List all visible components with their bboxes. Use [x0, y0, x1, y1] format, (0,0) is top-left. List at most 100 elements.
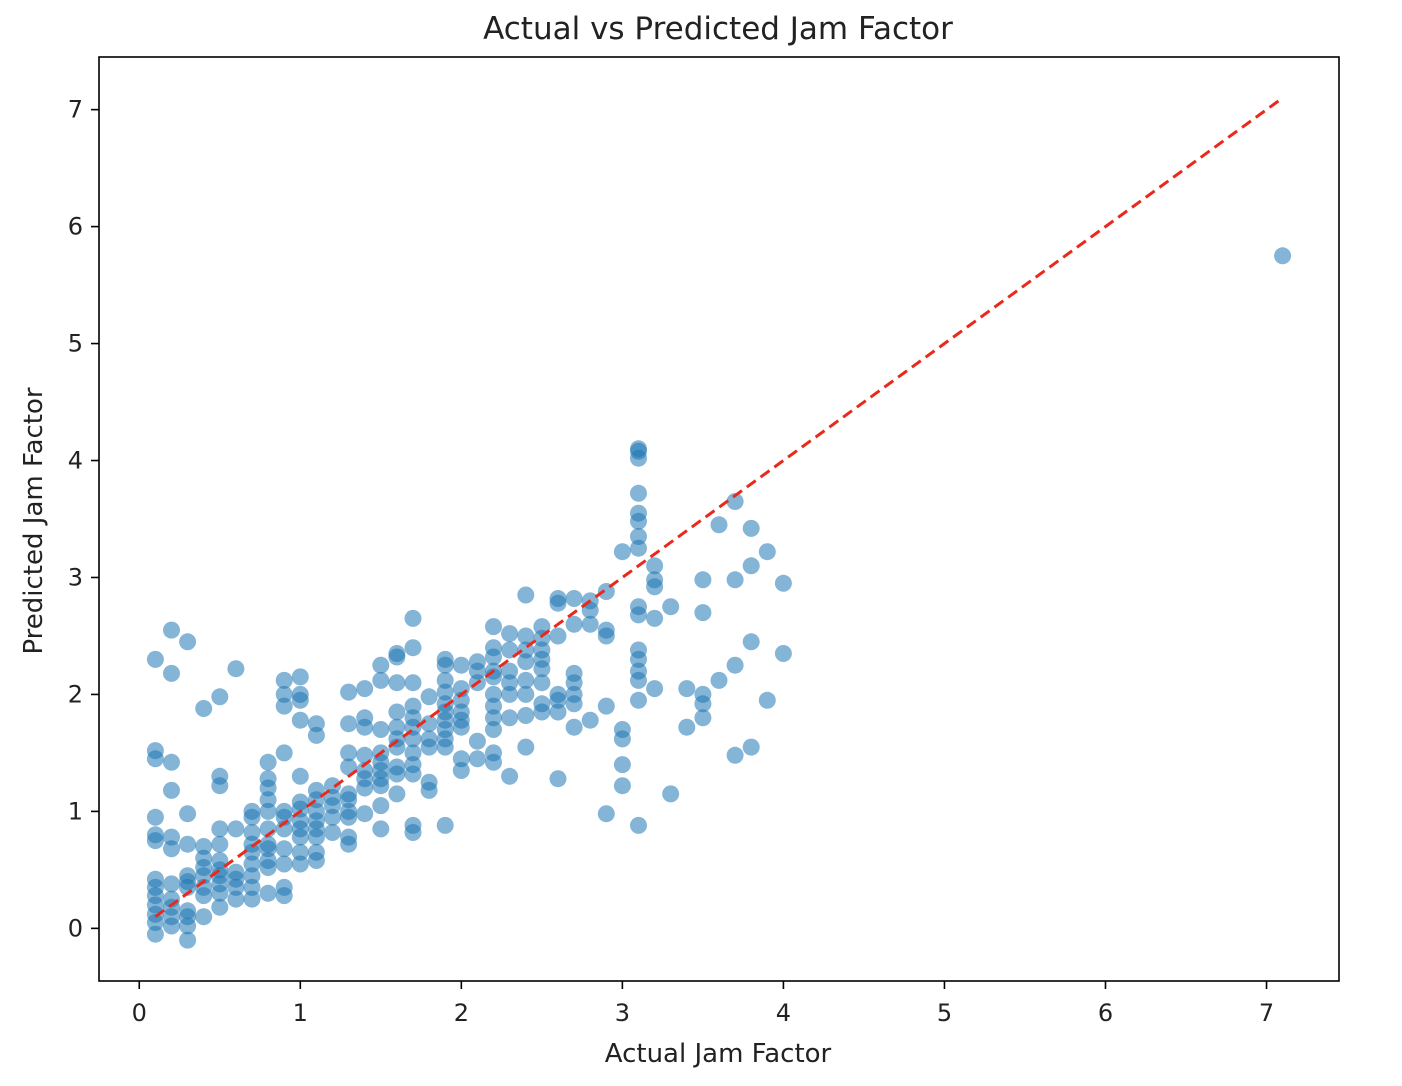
data-point — [597, 697, 615, 715]
data-point — [485, 709, 502, 727]
data-point — [533, 695, 551, 713]
data-point — [146, 742, 164, 760]
data-point — [163, 828, 180, 846]
data-point — [630, 539, 647, 557]
y-tick-label: 6 — [68, 213, 83, 241]
y-tick-label: 1 — [68, 797, 83, 825]
data-point — [565, 664, 583, 682]
data-point — [501, 685, 519, 703]
data-point — [307, 726, 325, 744]
data-point — [613, 777, 631, 795]
data-point — [436, 816, 454, 834]
data-point — [630, 528, 647, 545]
data-point — [211, 767, 229, 785]
data-point — [517, 738, 535, 756]
data-point — [179, 805, 197, 823]
data-point — [291, 767, 309, 785]
data-point — [227, 660, 245, 678]
data-point — [356, 709, 374, 727]
y-tick-label: 2 — [68, 680, 83, 708]
data-point — [372, 820, 390, 838]
data-point — [436, 695, 454, 713]
x-tick-label: 5 — [937, 999, 952, 1027]
y-tick-label: 3 — [68, 563, 83, 591]
data-point — [324, 824, 341, 841]
data-point — [501, 767, 519, 785]
data-point — [275, 671, 293, 689]
data-point — [630, 598, 647, 616]
data-point — [468, 732, 486, 750]
data-point — [163, 781, 180, 799]
data-point — [388, 645, 406, 662]
data-point — [356, 746, 374, 764]
data-point — [163, 664, 180, 682]
data-point — [195, 700, 213, 717]
data-point — [211, 688, 229, 706]
data-point — [468, 750, 486, 768]
data-point — [710, 671, 728, 689]
data-point — [259, 852, 277, 869]
data-point — [388, 758, 406, 776]
data-point — [501, 625, 519, 643]
data-point — [340, 802, 358, 820]
data-point — [227, 890, 245, 908]
data-point — [694, 709, 712, 727]
data-point — [291, 812, 309, 830]
data-point — [549, 627, 567, 645]
chart-title: Actual vs Predicted Jam Factor — [483, 11, 953, 47]
data-point — [630, 440, 647, 458]
data-point — [259, 770, 277, 788]
data-point — [163, 753, 180, 771]
data-point — [501, 662, 519, 680]
x-tick-label: 0 — [132, 999, 147, 1027]
data-point — [259, 835, 277, 853]
data-point — [179, 633, 197, 651]
data-point — [565, 685, 583, 703]
data-point — [630, 691, 647, 709]
data-point — [243, 855, 261, 873]
data-point — [517, 653, 535, 671]
data-point — [468, 653, 486, 671]
data-point — [259, 884, 277, 902]
data-point — [388, 718, 406, 736]
data-point — [452, 691, 470, 709]
data-point — [420, 773, 438, 791]
data-point — [662, 785, 680, 803]
data-point — [758, 543, 776, 561]
data-point — [372, 721, 390, 738]
data-point — [452, 750, 470, 768]
data-point — [291, 855, 309, 873]
data-point — [581, 711, 599, 729]
data-point — [243, 802, 261, 820]
data-point — [340, 828, 358, 846]
data-point — [517, 586, 535, 604]
y-tick-label: 7 — [68, 96, 83, 124]
data-point — [662, 598, 680, 616]
data-point — [146, 870, 164, 888]
data-point — [179, 867, 197, 885]
y-tick-label: 5 — [68, 330, 83, 358]
data-point — [726, 571, 744, 589]
data-point — [388, 703, 406, 721]
data-point — [404, 756, 422, 774]
data-point — [291, 793, 309, 811]
data-point — [275, 697, 293, 715]
data-point — [485, 697, 502, 715]
data-point — [549, 770, 567, 788]
data-point — [195, 838, 213, 855]
data-point — [420, 730, 438, 748]
data-point — [404, 709, 422, 727]
data-point — [436, 671, 454, 689]
data-point — [275, 685, 293, 703]
data-point — [742, 738, 760, 756]
data-point — [726, 746, 744, 764]
data-point — [179, 931, 197, 949]
x-axis-label: Actual Jam Factor — [605, 1039, 832, 1069]
data-point — [485, 744, 502, 762]
data-point — [307, 715, 325, 733]
data-point — [485, 639, 502, 657]
data-point — [146, 650, 164, 668]
data-point — [404, 639, 422, 657]
data-point — [211, 898, 229, 916]
axes-frame — [98, 56, 1340, 982]
